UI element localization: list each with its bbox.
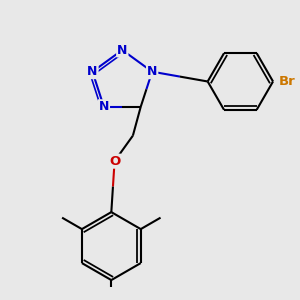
Text: N: N bbox=[117, 44, 128, 56]
Text: N: N bbox=[147, 65, 157, 78]
Text: O: O bbox=[109, 154, 120, 168]
Text: Br: Br bbox=[278, 75, 295, 88]
Text: N: N bbox=[87, 65, 98, 78]
Text: N: N bbox=[99, 100, 109, 113]
